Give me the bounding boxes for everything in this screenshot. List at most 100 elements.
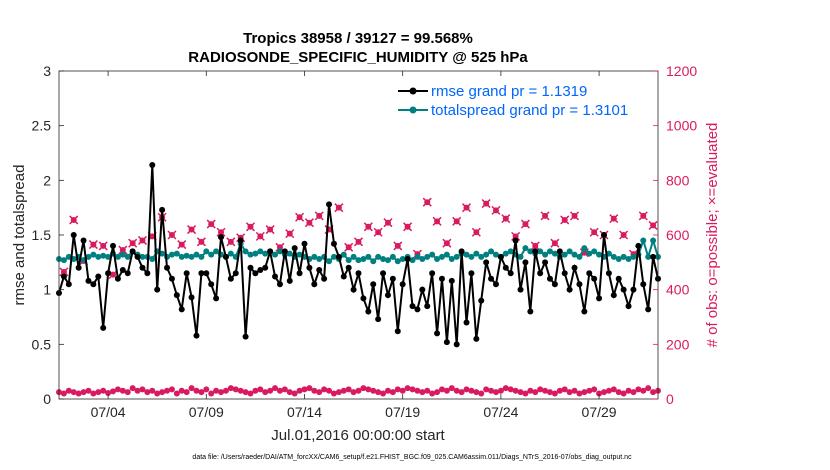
rmse-point (453, 341, 460, 348)
obs-possible-point (262, 389, 269, 396)
obs-evaluated-point (226, 237, 236, 247)
obs-evaluated-point (501, 214, 511, 224)
totalspread-point (463, 251, 470, 258)
obs-evaluated-point (442, 238, 452, 248)
totalspread-point (640, 237, 647, 244)
rmse-series (56, 162, 661, 348)
obs-possible-point (581, 389, 588, 396)
rmse-point (448, 277, 455, 284)
obs-possible-point (380, 390, 387, 397)
totalspread-point (443, 251, 450, 258)
obs-evaluated-point (265, 225, 275, 235)
rmse-point (124, 270, 131, 277)
obs-possible-point (512, 387, 519, 394)
x-tick-label: 07/14 (287, 404, 322, 420)
obs-evaluated-x2 (69, 215, 79, 225)
y-right-tick-label: 800 (666, 172, 690, 188)
rmse-point (512, 237, 519, 244)
rmse-point (173, 292, 180, 299)
totalspread-point (85, 253, 92, 260)
obs-evaluated-point (304, 218, 314, 228)
legend-rmse-label: rmse grand pr = 1.1319 (431, 83, 587, 100)
obs-possible-point (640, 387, 647, 394)
rmse-point (198, 270, 205, 277)
obs-evaluated-point (373, 227, 383, 237)
obs-possible-point (453, 387, 460, 394)
rmse-point (414, 306, 421, 313)
rmse-point (100, 324, 107, 331)
obs-possible-point (546, 389, 553, 396)
obs-evaluated-x2 (226, 237, 236, 247)
obs-possible-point (85, 387, 92, 394)
obs-evaluated-x2 (648, 220, 658, 230)
totalspread-point (188, 253, 195, 260)
rmse-point (581, 308, 588, 315)
totalspread-point (502, 250, 509, 257)
totalspread-point (375, 253, 382, 260)
obs-evaluated-x2 (452, 216, 462, 226)
obs-evaluated-x2 (540, 211, 550, 221)
obs-evaluated-point (589, 227, 599, 237)
obs-possible-point (95, 389, 102, 396)
obs-possible-point (247, 390, 254, 397)
x-tick-label: 07/04 (91, 404, 126, 420)
obs-possible-point (414, 387, 421, 394)
obs-possible-point (517, 389, 524, 396)
rmse-point (370, 281, 377, 288)
obs-evaluated-point (638, 211, 648, 221)
rmse-point (365, 308, 372, 315)
obs-evaluated-x2 (491, 205, 501, 215)
obs-possible-point (566, 389, 573, 396)
x-tick-label: 07/09 (189, 404, 224, 420)
obs-possible-point (404, 385, 411, 392)
obs-evaluated-point (452, 216, 462, 226)
obs-possible-point (389, 389, 396, 396)
x-tick-label: 07/29 (582, 404, 617, 420)
plot-area (59, 71, 658, 399)
totalspread-point (424, 253, 431, 260)
rmse-point (478, 297, 485, 304)
totalspread-point (330, 253, 337, 260)
obs-evaluated-point (403, 222, 413, 232)
obs-possible-point (90, 390, 97, 397)
obs-evaluated-point (461, 203, 472, 213)
obs-possible-point (267, 387, 274, 394)
obs-evaluated-x2 (461, 203, 472, 213)
y-right-tick-label: 600 (666, 227, 690, 243)
obs-evaluated-x2 (471, 227, 481, 237)
totalspread-point (262, 250, 269, 257)
totalspread-point (198, 253, 205, 260)
obs-evaluated-x2 (373, 227, 383, 237)
obs-evaluated-x2 (344, 242, 354, 252)
totalspread-point (596, 251, 603, 258)
obs-possible-point (242, 389, 249, 396)
rmse-point (419, 286, 426, 293)
obs-possible-point (650, 389, 657, 396)
rmse-point (546, 275, 553, 282)
obs-possible-point (227, 385, 234, 392)
y-left-tick-label: 3 (43, 63, 51, 79)
totalspread-point (620, 253, 627, 260)
obs-possible-point (105, 389, 112, 396)
x-axis-label: Jul.01,2016 00:00:00 start (271, 427, 445, 444)
obs-possible-point (522, 390, 529, 397)
obs-evaluated-x2 (589, 227, 599, 237)
obs-possible-point (149, 387, 156, 394)
obs-evaluated-point (314, 211, 324, 221)
obs-evaluated-x2 (550, 238, 560, 248)
obs-evaluated-point (570, 211, 580, 221)
legend-spread-label: totalspread grand pr = 1.3101 (431, 102, 628, 119)
totalspread-point (488, 248, 495, 255)
obs-possible-point (257, 386, 264, 393)
obs-possible-point (375, 389, 382, 396)
rmse-point (222, 253, 229, 260)
totalspread-point (326, 258, 333, 265)
obs-possible-point (203, 386, 210, 393)
obs-evaluated-point (216, 227, 226, 237)
obs-possible-point (488, 387, 495, 394)
rmse-point (149, 162, 156, 169)
obs-possible-point (345, 386, 352, 393)
totalspread-point (178, 253, 185, 260)
rmse-point (306, 264, 313, 271)
totalspread-point (193, 251, 200, 258)
